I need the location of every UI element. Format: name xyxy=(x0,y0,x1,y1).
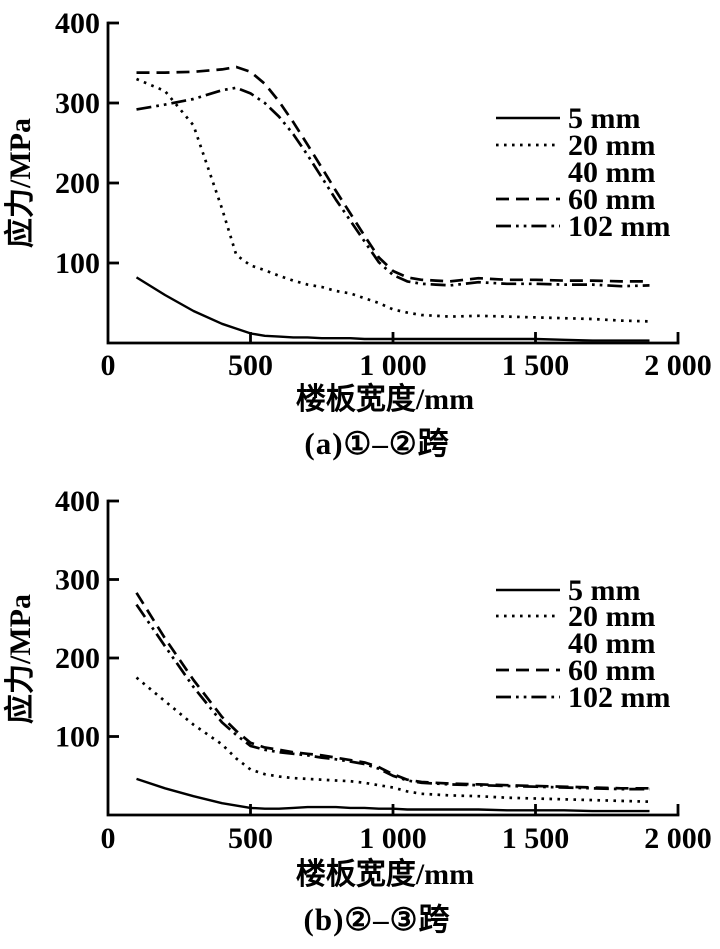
axes xyxy=(106,499,680,817)
y-tick-label: 300 xyxy=(55,564,100,597)
legend-label: 40 mm xyxy=(568,156,655,189)
legend-label: 5 mm xyxy=(568,574,640,607)
legend-item: 5 mm xyxy=(496,102,640,135)
x-axis-label: 楼板宽度/mm xyxy=(296,382,474,416)
legend-item: 40 mm xyxy=(568,627,655,660)
panel-caption: (b)②–③跨 xyxy=(304,902,451,937)
legend-item: 40 mm xyxy=(568,156,655,189)
legend-label: 102 mm xyxy=(568,210,670,243)
legend-label: 5 mm xyxy=(568,102,640,135)
x-tick-label: 1 500 xyxy=(502,349,570,382)
y-tick-label: 300 xyxy=(55,87,100,120)
legend-item: 20 mm xyxy=(496,129,655,162)
x-tick-label: 2 000 xyxy=(644,349,712,382)
legend-label: 102 mm xyxy=(568,681,670,714)
series-20-mm xyxy=(135,77,650,323)
y-tick-label: 200 xyxy=(55,642,100,675)
y-axis-label: 应力/MPa xyxy=(3,118,37,248)
series-5-mm xyxy=(136,777,650,813)
x-tick-label: 500 xyxy=(228,822,273,855)
legend-item: 102 mm xyxy=(496,210,670,243)
legend-label: 40 mm xyxy=(568,627,655,660)
x-tick-label: 0 xyxy=(101,349,116,382)
legend-item: 60 mm xyxy=(496,654,655,687)
series-5-mm xyxy=(135,276,650,342)
legend-label: 20 mm xyxy=(568,129,655,162)
legend-item: 5 mm xyxy=(496,574,640,607)
x-tick-label: 0 xyxy=(101,822,116,855)
axes xyxy=(106,21,680,345)
y-tick-label: 100 xyxy=(55,721,100,754)
x-tick-label: 500 xyxy=(228,349,273,382)
legend-label: 60 mm xyxy=(568,183,655,216)
x-tick-label: 2 000 xyxy=(644,822,712,855)
y-tick-label: 400 xyxy=(55,485,100,518)
series-102-mm xyxy=(136,86,650,288)
x-tick-label: 1 000 xyxy=(359,349,427,382)
y-tick-label: 400 xyxy=(55,7,100,40)
y-tick-label: 100 xyxy=(55,247,100,280)
series-60-mm xyxy=(136,65,650,283)
series-20-mm xyxy=(135,676,650,804)
y-axis-label: 应力/MPa xyxy=(3,594,37,724)
legend-label: 60 mm xyxy=(568,654,655,687)
panel-caption: (a)①–②跨 xyxy=(304,426,449,461)
legend-item: 20 mm xyxy=(496,600,655,633)
legend-label: 20 mm xyxy=(568,600,655,633)
x-axis-label: 楼板宽度/mm xyxy=(296,857,474,891)
series-102-mm xyxy=(135,603,650,791)
x-tick-label: 1 500 xyxy=(502,822,570,855)
legend-item: 102 mm xyxy=(496,681,670,714)
legend-item: 60 mm xyxy=(496,183,655,216)
x-tick-label: 1 000 xyxy=(359,822,427,855)
y-tick-label: 200 xyxy=(55,167,100,200)
